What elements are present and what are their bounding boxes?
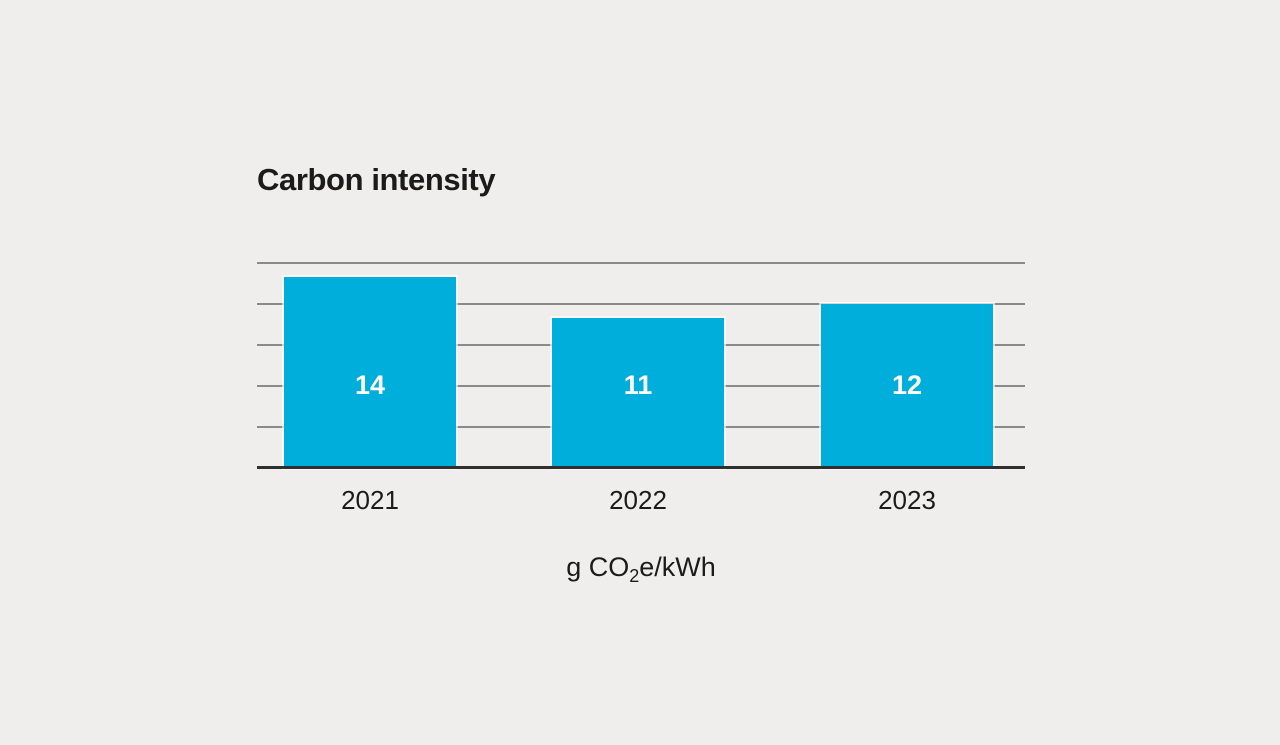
- bar-value-label-2021: 14: [354, 370, 386, 400]
- gridline-15: [257, 262, 1025, 264]
- unit-label-suffix: e/kWh: [639, 552, 716, 582]
- x-axis-label-2023: 2023: [878, 485, 936, 515]
- x-axis-line: [257, 466, 1025, 469]
- bar-value-label-2022: 11: [623, 370, 653, 400]
- x-axis-label-2022: 2022: [609, 485, 667, 515]
- unit-label: g CO2e/kWh: [257, 551, 1025, 586]
- chart-title: Carbon intensity: [257, 162, 496, 197]
- unit-label-subscript: 2: [629, 566, 640, 586]
- unit-label-prefix: g CO: [566, 552, 630, 582]
- gridline-12: [257, 303, 1025, 305]
- bar-2023: [821, 304, 993, 468]
- bar-value-label-2023: 12: [891, 370, 923, 400]
- bar-2021: [284, 276, 456, 468]
- bar-2022: [552, 317, 724, 468]
- x-axis-label-2021: 2021: [341, 485, 399, 515]
- plot-area: 14 11 12: [257, 262, 1025, 469]
